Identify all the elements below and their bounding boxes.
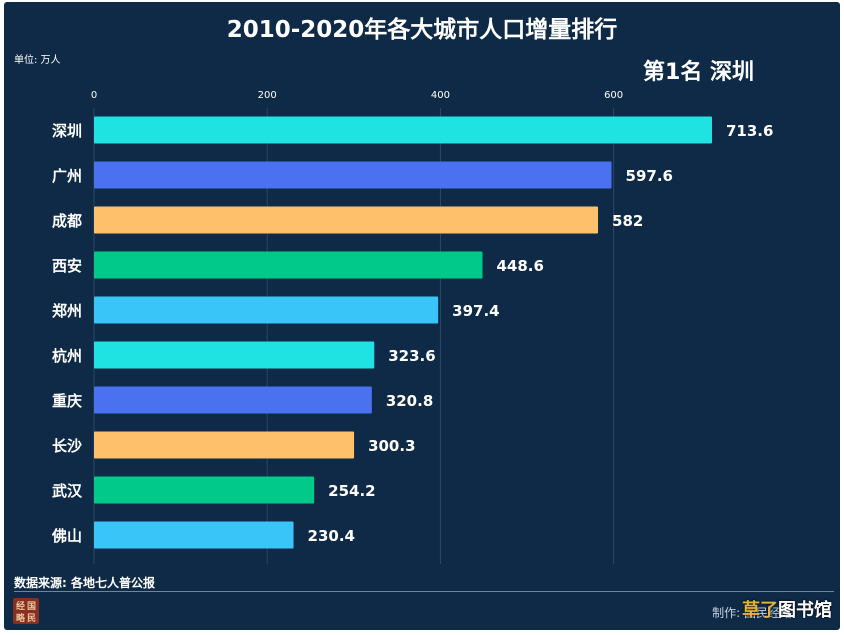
value-label: 320.8 [386,392,433,410]
bar [94,116,712,144]
logo-char: 民 [27,614,37,624]
bar [94,476,315,504]
unit-label: 单位: 万人 [14,55,61,66]
value-label: 713.6 [726,122,773,140]
bar-chart: 0 200 400 600 深圳 713.6 广州 597.6 成都 582 西安 448.6 郑州 39… [51,90,773,564]
bar [94,521,294,549]
category-label: 深圳 [52,122,82,140]
logo-char: 略 [16,614,26,624]
value-label: 230.4 [308,527,355,545]
bar [94,206,599,234]
data-source: 数据来源: 各地七人普公报 [14,576,155,590]
bar [94,386,372,414]
category-label: 广州 [52,167,82,185]
value-label: 300.3 [368,437,415,455]
bar [94,431,355,459]
bar [94,161,612,189]
chart-panel: 2010-2020年各大城市人口增量排行 单位: 万人 第1名 深圳 0 200 4… [4,2,840,630]
category-label: 佛山 [51,527,82,545]
logo-char: 国 [27,602,37,612]
category-label: 西安 [52,257,82,275]
value-label: 397.4 [452,302,499,320]
x-tick-label: 0 [91,90,97,101]
value-label: 323.6 [388,347,435,365]
footer-divider [14,591,834,592]
brand-logo: 经 国 略 民 [13,598,39,624]
watermark-rest: 图书馆 [778,600,832,621]
category-label: 长沙 [52,437,82,455]
x-tick-label: 400 [431,90,450,101]
x-tick-label: 200 [258,90,277,101]
bar [94,296,439,324]
watermark-highlight: 草了 [742,600,778,621]
category-label: 重庆 [52,392,82,410]
value-label: 582 [612,212,643,230]
watermark: 草了图书馆 [742,596,832,622]
category-label: 杭州 [52,347,82,365]
value-label: 448.6 [497,257,544,275]
bar [94,341,375,369]
value-label: 597.6 [626,167,673,185]
x-tick-label: 600 [604,90,623,101]
category-label: 武汉 [52,482,83,500]
rank-label: 第1名 深圳 [643,60,754,85]
category-label: 郑州 [52,302,82,320]
category-label: 成都 [52,212,82,230]
chart-title: 2010-2020年各大城市人口增量排行 [226,17,618,43]
bar [94,251,483,279]
credit-label: 制作: 国民经略 [712,606,792,620]
value-label: 254.2 [328,482,375,500]
logo-char: 经 [16,602,26,612]
